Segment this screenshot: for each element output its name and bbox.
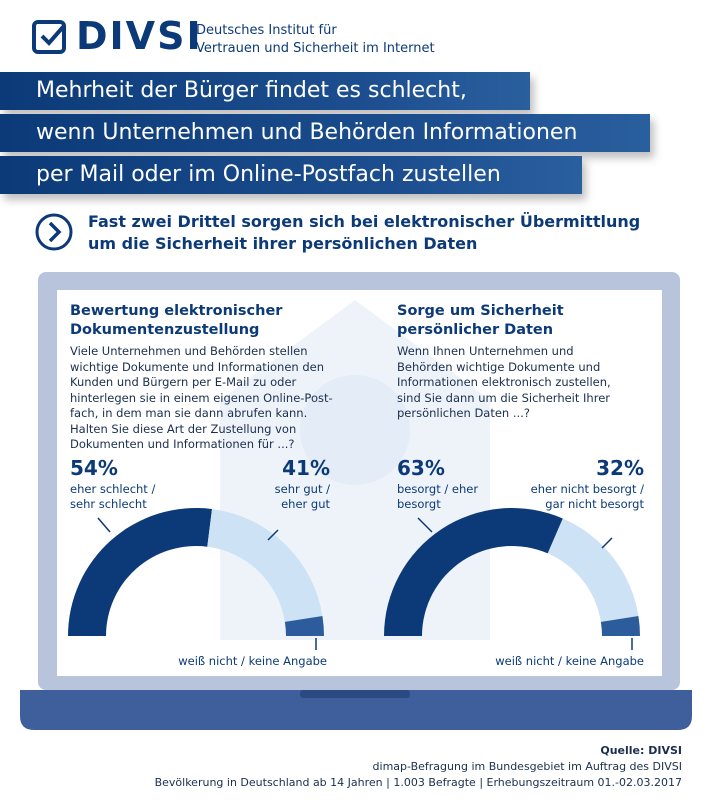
- subheadline: Fast zwei Drittel sorgen sich bei elektr…: [88, 212, 641, 231]
- headline-line: Mehrheit der Bürger findet es schlecht,: [0, 72, 530, 110]
- value-label: 41%: [282, 456, 330, 480]
- category-label: sehr gut / eher gut: [274, 482, 330, 511]
- leader-line: [97, 517, 111, 533]
- category-label: besorgt / eher besorgt: [397, 482, 479, 511]
- laptop-base: [20, 690, 692, 730]
- value-label: 32%: [596, 456, 644, 480]
- headline-line: per Mail oder im Online-Postfach zustell…: [0, 156, 582, 194]
- leader-line: [417, 517, 433, 533]
- org-name: Vertrauen und Sicherheit im Internet: [196, 41, 435, 56]
- source-label: Quelle: DIVSI: [600, 744, 682, 757]
- arrow-icon-chevron: [48, 221, 62, 243]
- leader-line: [267, 529, 279, 541]
- category-label: eher schlecht / sehr schlecht: [70, 482, 156, 511]
- category-label: weiß nicht / keine Angabe: [495, 654, 644, 668]
- category-label: weiß nicht / keine Angabe: [178, 654, 327, 668]
- arrow-icon: [35, 213, 73, 251]
- donut-segment: [207, 509, 323, 622]
- chart-title: Sorge um Sicherheit persönlicher Daten: [397, 303, 564, 338]
- logo-check: [40, 25, 65, 46]
- chart-question: Wenn Ihnen Unternehmen und Behörden wich…: [397, 344, 611, 420]
- logo-icon: [32, 20, 66, 54]
- donut-segment: [284, 615, 324, 636]
- donut-segment: [547, 518, 639, 622]
- source-text: dimap-Befragung im Bundesgebiet im Auftr…: [372, 760, 682, 773]
- value-label: 54%: [70, 456, 118, 480]
- subheadline: um die Sicherheit ihrer persönlichen Dat…: [88, 234, 478, 253]
- donut-segment: [384, 508, 563, 636]
- leader-line: [601, 537, 613, 549]
- source-text: Bevölkerung in Deutschland ab 14 Jahren …: [154, 776, 682, 789]
- category-label: eher nicht besorgt / gar nicht besorgt: [530, 482, 644, 511]
- chart-title: Bewertung elektronischer Dokumentenzuste…: [70, 303, 283, 338]
- logo-text: DIVSI: [76, 14, 203, 58]
- headline-line: wenn Unternehmen und Behörden Informatio…: [0, 114, 650, 152]
- org-name: Deutsches Institut für: [196, 23, 337, 38]
- chart-question: Viele Unternehmen und Behörden stellen w…: [70, 344, 333, 451]
- donut-segment: [600, 615, 640, 636]
- laptop-notch: [300, 690, 410, 698]
- value-label: 63%: [397, 456, 445, 480]
- donut-segment: [68, 508, 213, 636]
